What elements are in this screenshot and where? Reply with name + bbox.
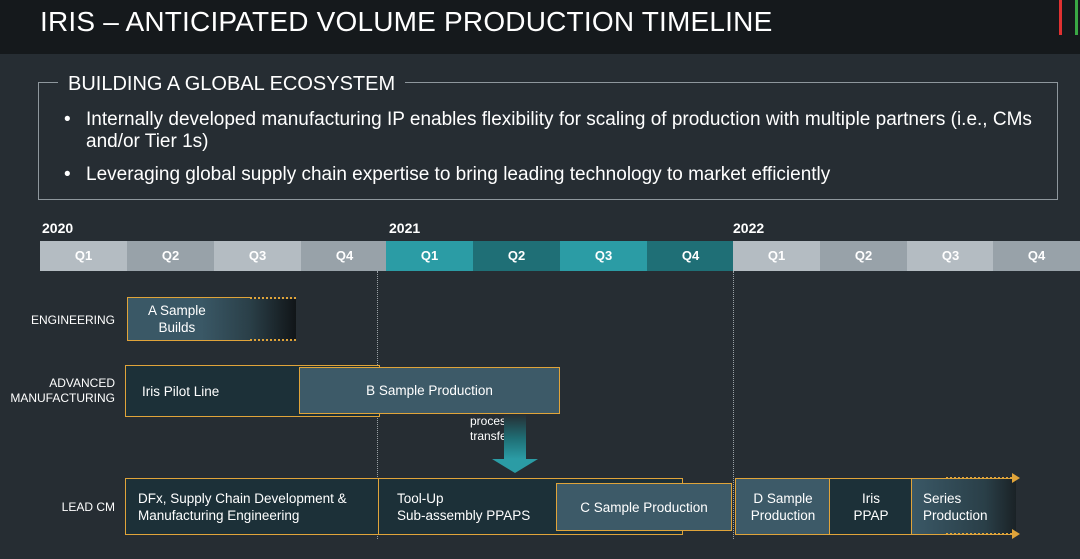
bar-text-line: PPAP <box>853 507 889 523</box>
quarter-cell: Q3 <box>214 241 301 271</box>
quarter-cell: Q1 <box>386 241 473 271</box>
bar-text-line: DFx, Supply Chain Development & <box>138 490 347 506</box>
bar-text-line: Iris <box>861 490 880 506</box>
arrow-right-icon <box>1012 529 1020 539</box>
process-transfer-arrow-icon <box>492 414 538 473</box>
title-bar <box>0 0 1080 54</box>
bar-text-line: D Sample <box>753 490 813 506</box>
bar-text-line: Tool-Up <box>397 490 444 506</box>
dotted-extension <box>946 533 1012 535</box>
bullet-text: Leveraging global supply chain expertise… <box>86 164 831 185</box>
bullet-icon: • <box>64 164 71 185</box>
dotted-extension <box>250 339 296 341</box>
c-sample-production-bar: C Sample Production <box>556 483 732 531</box>
accent-bar-green <box>1075 0 1078 35</box>
row-label-lead-cm: LEAD CM <box>61 500 115 514</box>
dfx-supply-chain-bar: DFx, Supply Chain Development & Manufact… <box>125 478 380 535</box>
accent-bar-red <box>1059 0 1062 35</box>
quarter-cell: Q3 <box>907 241 994 271</box>
bar-text: C Sample Production <box>580 499 708 515</box>
a-sample-builds-bar: A Sample Builds <box>127 297 250 341</box>
d-sample-production-bar: D Sample Production <box>735 478 831 535</box>
label-line: process <box>470 414 513 428</box>
a-sample-fade <box>250 299 296 340</box>
year-label: 2020 <box>42 220 74 236</box>
bar-text-line: Builds <box>158 320 196 335</box>
year-label: 2022 <box>733 220 765 236</box>
row-label-engineering: ENGINEERING <box>30 313 115 327</box>
bar-text: B Sample Production <box>366 383 493 398</box>
bar-text-line: Sub-assembly PPAPS <box>397 507 531 523</box>
year-label: 2021 <box>389 220 421 236</box>
process-transfer-label: process transfer <box>470 414 512 444</box>
quarter-cell: Q4 <box>301 241 388 271</box>
ecosystem-box <box>38 82 1058 200</box>
bullet-icon: • <box>64 109 71 130</box>
row-label-line: MANUFACTURING <box>10 391 115 405</box>
row-label-advanced-manufacturing: ADVANCED MANUFACTURING <box>10 376 115 406</box>
quarter-cell: Q2 <box>127 241 214 271</box>
b-sample-production-bar: B Sample Production <box>299 367 560 414</box>
bar-text-line: Manufacturing Engineering <box>138 507 300 523</box>
series-production-bar: Series Production <box>911 478 1016 535</box>
dotted-extension <box>250 297 296 299</box>
page-title: IRIS – ANTICIPATED VOLUME PRODUCTION TIM… <box>40 6 773 37</box>
quarter-cell: Q4 <box>647 241 734 271</box>
quarter-cell: Q3 <box>560 241 647 271</box>
bar-text-line: Series <box>923 490 962 506</box>
ecosystem-heading: BUILDING A GLOBAL ECOSYSTEM <box>58 73 406 96</box>
quarter-cell: Q4 <box>993 241 1080 271</box>
quarter-cell: Q2 <box>820 241 907 271</box>
bar-text-line: Production <box>923 507 988 523</box>
arrow-right-icon <box>1012 473 1020 483</box>
bar-text: Iris Pilot Line <box>142 383 220 399</box>
bar-text-line: Production <box>750 507 816 523</box>
label-line: transfer <box>470 429 511 443</box>
quarter-cell: Q1 <box>40 241 127 271</box>
year-divider <box>733 271 734 539</box>
row-label-line: ADVANCED <box>49 376 115 390</box>
iris-ppap-bar: Iris PPAP <box>829 478 913 535</box>
dotted-extension <box>946 477 1012 479</box>
quarter-cell: Q2 <box>473 241 560 271</box>
bullet-text: Internally developed manufacturing IP en… <box>86 109 1032 152</box>
bar-text-line: A Sample <box>148 303 206 318</box>
quarter-cell: Q1 <box>733 241 820 271</box>
